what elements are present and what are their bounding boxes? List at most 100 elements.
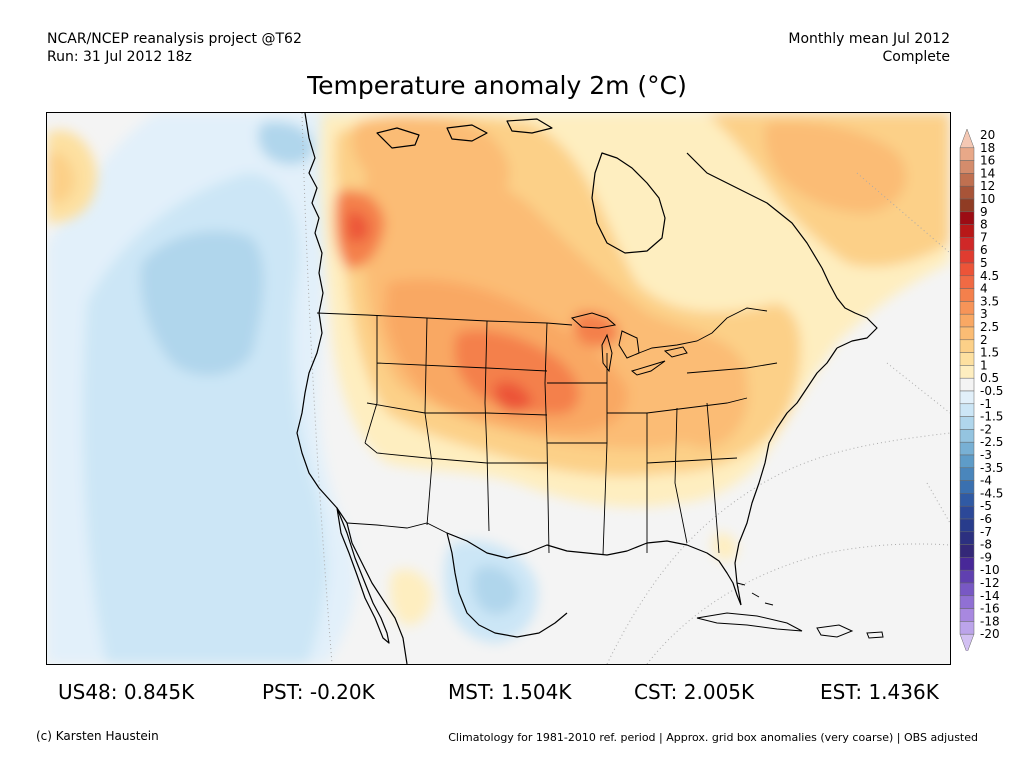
bahamas <box>736 582 774 606</box>
colorbar-tick-label: -14 <box>980 589 1000 603</box>
colorbar-tick-label: -10 <box>980 563 1000 577</box>
lake-ontario <box>663 346 688 358</box>
colorbar-swatch <box>959 301 975 315</box>
regional-stats: US48: 0.845K PST: -0.20K MST: 1.504K CST… <box>0 679 1024 707</box>
colorbar-tick-label: 4 <box>980 282 988 296</box>
coastlines <box>296 113 878 664</box>
colorbar-tick-label: -4.5 <box>980 486 1003 500</box>
labrador-coast <box>686 152 823 269</box>
colorbar-swatch <box>959 480 975 494</box>
colorbar-swatch <box>959 275 975 289</box>
map-title: Temperature anomaly 2m (°C) <box>307 71 687 100</box>
colorbar-swatch <box>959 224 975 238</box>
colorbar-swatch <box>959 377 975 392</box>
colorbar-tick-label: -20 <box>980 627 1000 641</box>
colorbar-swatch <box>959 493 975 507</box>
status-label: Complete <box>882 49 950 65</box>
colorbar-tick-label: -3.5 <box>980 461 1003 475</box>
colorbar-tick-label: -18 <box>980 614 1000 628</box>
colorbar-tick-label: -0.5 <box>980 384 1003 398</box>
colorbar-tick-label: 10 <box>980 192 995 206</box>
colorbar-tick-label: -8 <box>980 538 992 552</box>
political-borders <box>316 307 778 556</box>
colorbar-tick-label: 14 <box>980 166 995 180</box>
colorbar-swatch <box>959 352 975 366</box>
baja-peninsula <box>336 507 390 644</box>
colorbar-swatches <box>959 128 975 651</box>
source-label: NCAR/NCEP reanalysis project @T62 <box>47 31 302 47</box>
caribbean-islands <box>696 582 884 639</box>
mexico-cold-core <box>472 566 519 615</box>
colorbar-swatch <box>959 429 975 443</box>
climatology-note: Climatology for 1981-2010 ref. period | … <box>448 731 978 744</box>
colorbar-swatch <box>959 390 975 405</box>
plains-max-core <box>494 381 532 413</box>
colorbar-swatch <box>959 569 975 584</box>
stat-pst: PST: -0.20K <box>262 680 375 704</box>
colorbar-tick-label: -7 <box>980 525 992 539</box>
colorbar-swatch <box>959 326 975 341</box>
colorbar-swatch <box>959 544 975 558</box>
colorbar-tick-label: -12 <box>980 576 1000 590</box>
stat-mst: MST: 1.504K <box>448 680 572 704</box>
anomaly-map <box>46 112 951 665</box>
colorbar-swatch <box>959 198 975 213</box>
florida-warm-spot <box>712 532 738 561</box>
nw-pacific-cold-spot <box>257 121 315 165</box>
colorbar-labels: 201816141210987654.543.532.521.510.5-0.5… <box>980 128 1003 641</box>
colorbar-tick-label: -1 <box>980 397 992 411</box>
stat-us48: US48: 0.845K <box>58 680 195 704</box>
colorbar-tick-label: -2 <box>980 422 992 436</box>
colorbar-swatch <box>959 416 975 430</box>
colorbar-swatch <box>959 313 975 328</box>
colorbar-tick-label: -6 <box>980 512 992 526</box>
colorbar-tick-label: 1 <box>980 358 988 372</box>
colorbar-tick-label: 1.5 <box>980 346 999 360</box>
header-left: NCAR/NCEP reanalysis project @T62 Run: 3… <box>47 30 302 66</box>
state-lines-central <box>486 322 608 556</box>
stat-est: EST: 1.436K <box>820 680 939 704</box>
west-coast <box>296 113 408 664</box>
arctic-islands <box>376 118 553 149</box>
run-label: Run: 31 Jul 2012 18z <box>47 49 192 65</box>
colorbar-swatch <box>959 237 975 251</box>
colorbar-tick-label: 7 <box>980 230 988 244</box>
east-coast <box>734 347 838 606</box>
colorbar-tick-label: 5 <box>980 256 988 270</box>
pacific-warm-spot-core <box>47 152 75 204</box>
bc-hot-spot <box>347 211 369 242</box>
credit-label: (c) Karsten Haustein <box>36 729 159 743</box>
canada-north-warm <box>352 116 510 204</box>
colorbar-tick-label: 2.5 <box>980 320 999 334</box>
colorbar-swatch <box>959 454 975 469</box>
colorbar-swatch <box>959 185 975 200</box>
graticule-line <box>886 362 950 414</box>
us-canada-border <box>316 307 768 354</box>
colorbar-swatch <box>959 288 975 302</box>
colorbar-swatch <box>959 160 975 174</box>
lake-erie <box>630 360 666 376</box>
colorbar-tick-label: 6 <box>980 243 988 257</box>
colorbar-tick-label: 20 <box>980 128 995 142</box>
colorbar-tick-label: 8 <box>980 218 988 232</box>
colorbar-tick-label: -5 <box>980 499 992 513</box>
colorbar-tick-label: 3 <box>980 307 988 321</box>
colorbar-tick-label: -1.5 <box>980 410 1003 424</box>
colorbar-swatch <box>959 595 975 609</box>
graticule-line <box>301 113 333 664</box>
colorbar-swatch <box>959 249 975 264</box>
colorbar-tick-label: 4.5 <box>980 269 999 283</box>
colorbar-swatch <box>959 518 975 533</box>
gulf-of-mexico-coast <box>446 532 742 606</box>
mexico-gulf-coast <box>446 532 568 638</box>
colorbar-tick-label: -16 <box>980 602 1000 616</box>
colorbar-tick-label: 18 <box>980 141 995 155</box>
colorbar-swatch <box>959 505 975 520</box>
colorbar-tick-label: 12 <box>980 179 995 193</box>
colorbar-swatch <box>959 262 975 277</box>
lake-michigan <box>601 333 613 373</box>
colorbar-swatch <box>959 557 975 571</box>
labrador-warm-core <box>764 121 906 213</box>
hudson-bay-coast <box>591 152 666 254</box>
colorbar-swatch <box>959 128 975 149</box>
